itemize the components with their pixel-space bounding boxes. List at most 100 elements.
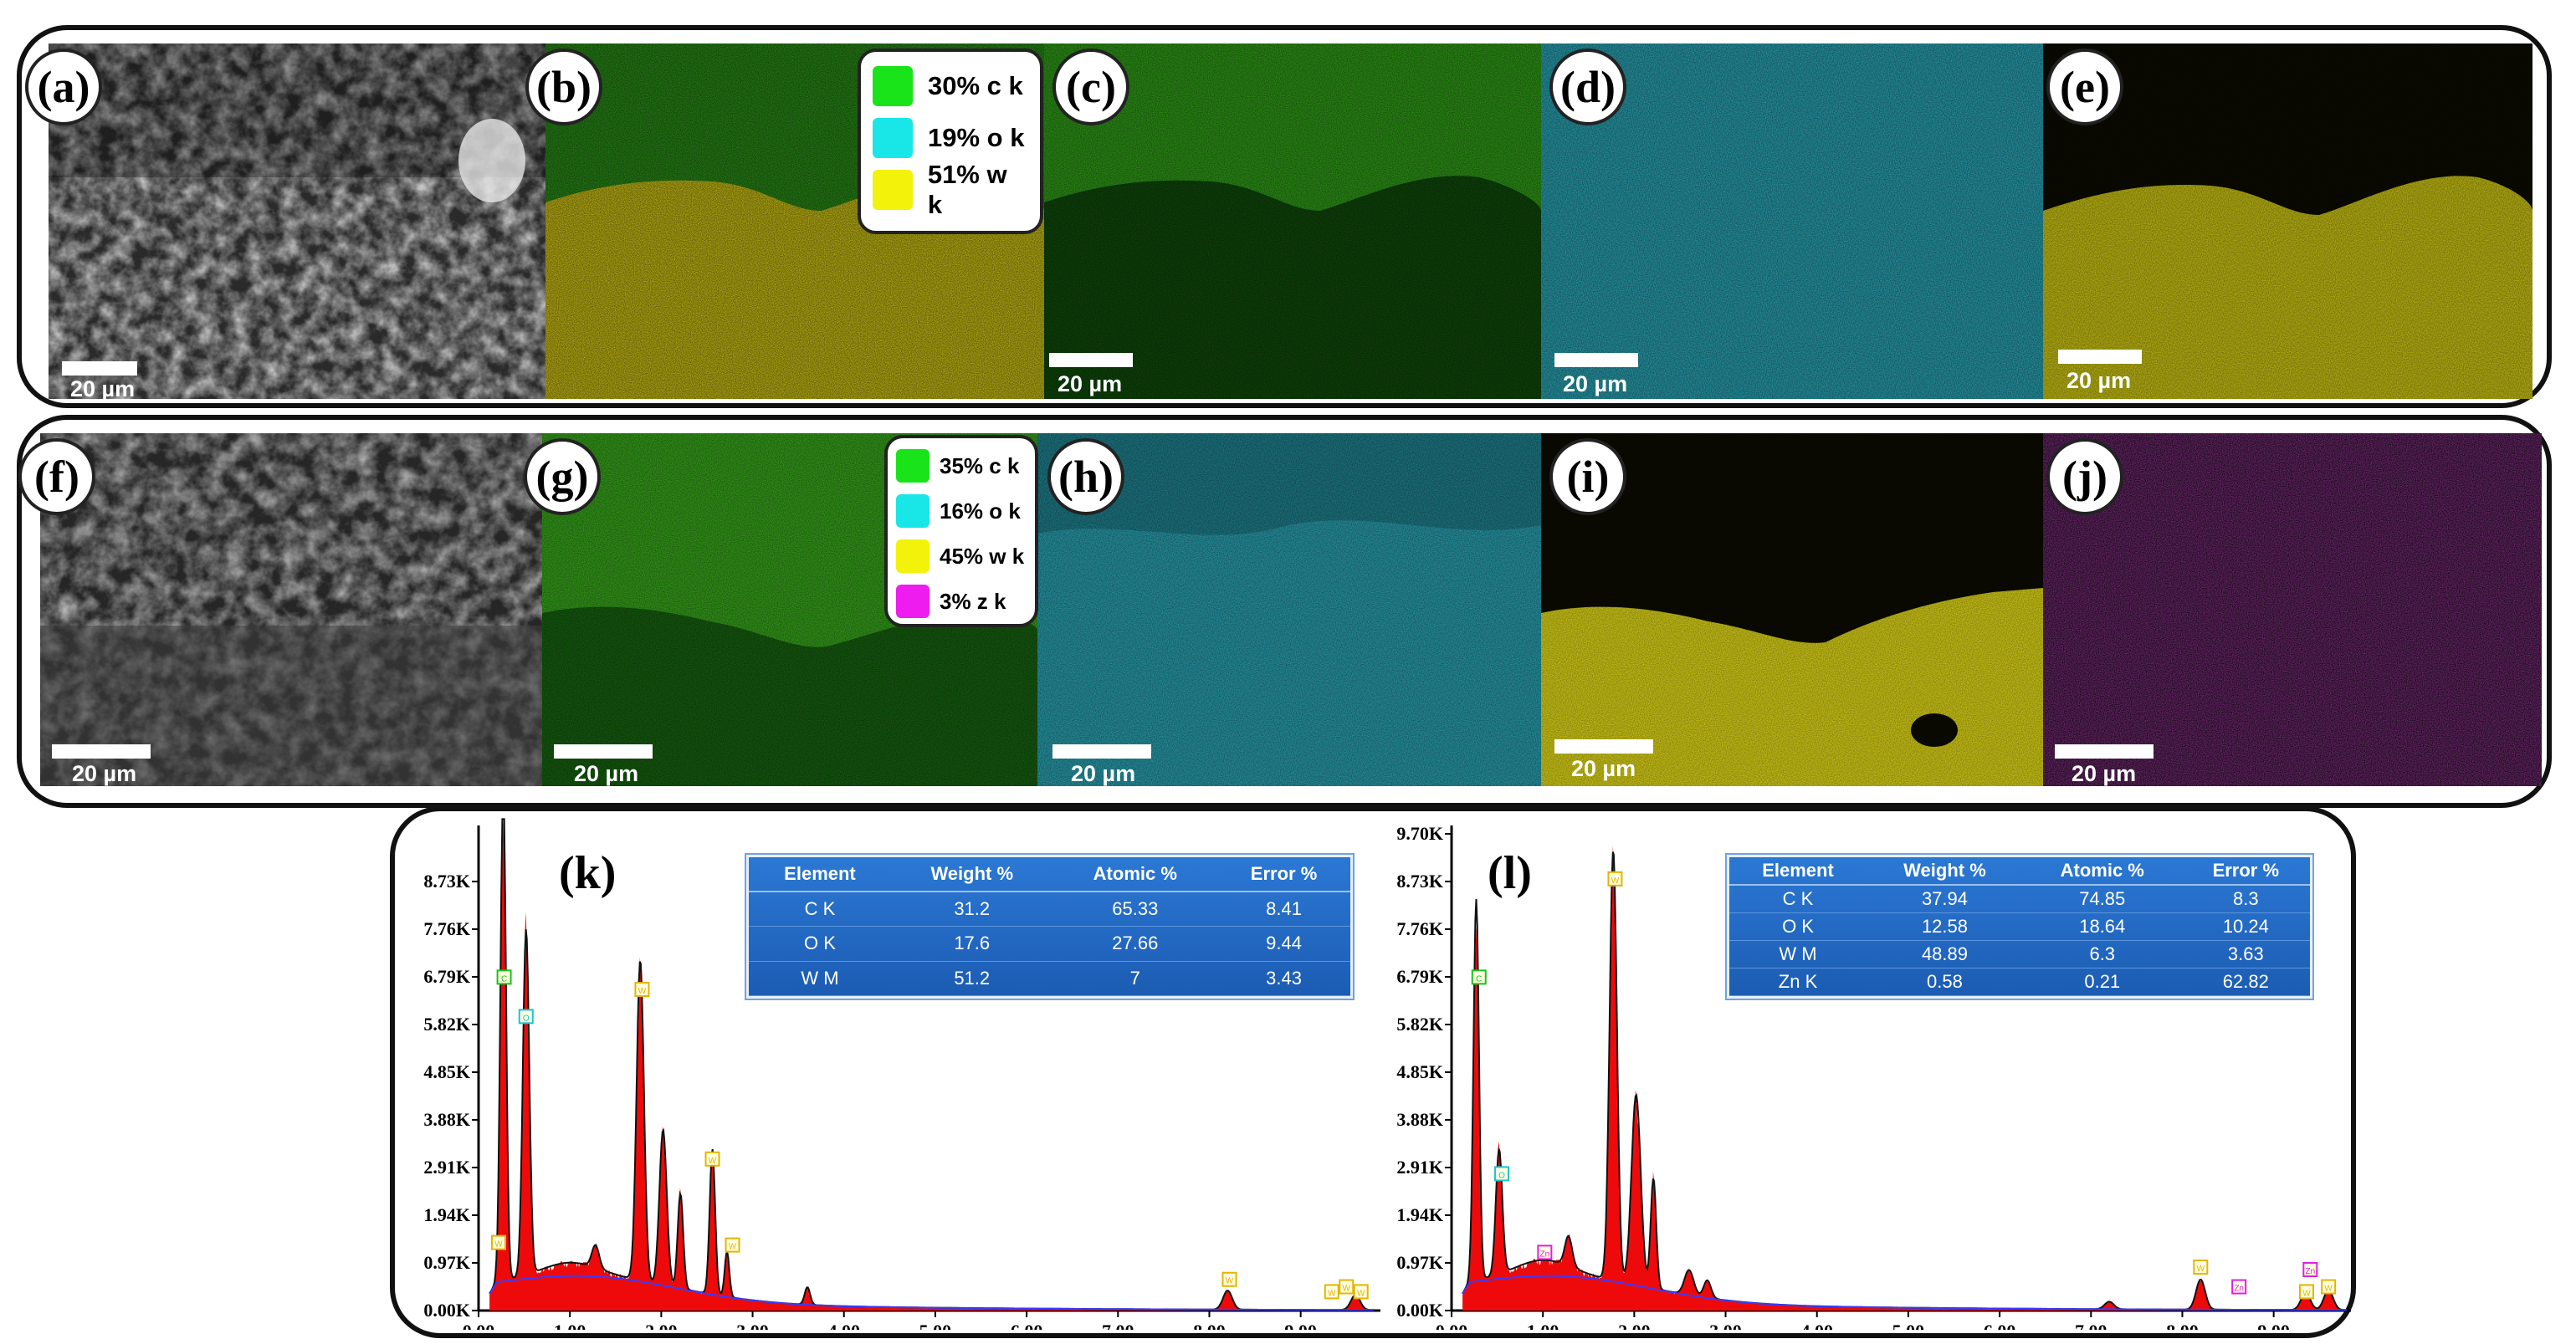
table-cell: W M: [749, 961, 891, 997]
map-texture-d: [1541, 43, 2043, 399]
table-cell: 3.43: [1217, 961, 1350, 997]
panel-label-j: (j): [2046, 438, 2123, 515]
y-tick-label: 7.76K: [423, 918, 470, 939]
peak-marker: O: [518, 1009, 534, 1025]
panel-label-i: (i): [1549, 438, 1626, 515]
table-header: Element: [1729, 857, 1867, 887]
panel-label-b: (b): [525, 49, 602, 125]
legend-text: 19% o k: [928, 123, 1025, 152]
table-cell: 48.89: [1867, 940, 2023, 968]
peak-marker: W: [1353, 1284, 1369, 1300]
panel-label-d: (d): [1549, 49, 1626, 125]
peak-marker: W: [2321, 1279, 2337, 1295]
map-texture-c: [1044, 43, 1541, 399]
map-texture-e: [2043, 43, 2532, 399]
legend-text: 30% c k: [928, 71, 1023, 100]
table-cell: O K: [1729, 912, 1867, 941]
scale-bar-a: [62, 361, 137, 376]
swatch-z: [896, 585, 930, 618]
scale-label-f: 20 µm: [72, 761, 137, 786]
x-tick-label: 2.00: [1618, 1321, 1651, 1330]
scale-bar-i: [1554, 739, 1653, 754]
panel-label-e: (e): [2046, 49, 2123, 125]
x-tick-label: 8.00: [1193, 1321, 1226, 1330]
table-cell: 6.3: [2022, 940, 2182, 968]
eds-spectrum-l: 0.00K 0.97K 1.94K 2.91K 3.88K 4.85K 5.82K 6.79K…: [1396, 823, 2351, 1330]
x-tick-label: 2.00: [645, 1321, 678, 1330]
legend-text: 3% z k: [940, 588, 1006, 614]
table-cell: 17.6: [890, 926, 1053, 962]
x-tick-label: 4.00: [1800, 1321, 1833, 1330]
sem-image-a: 20 µm: [49, 43, 545, 399]
eds-map-d: 20 µm: [1541, 43, 2043, 399]
legend-text: 16% o k: [940, 498, 1021, 524]
x-tick-label: 9.00: [2257, 1321, 2290, 1330]
panel-label-a: (a): [25, 49, 102, 125]
spectrum-fill: [1462, 846, 2347, 1311]
x-tick-label: 6.00: [1984, 1321, 2016, 1330]
table-cell: 18.64: [2022, 912, 2182, 941]
eds-map-h: 20 µm: [1037, 433, 1541, 786]
peak-marker-label: W: [638, 987, 647, 996]
peak-marker-label: W: [494, 1240, 503, 1249]
sem-image-f: 20 µm: [40, 433, 542, 786]
table-row: W M 51.2 7 3.43: [749, 961, 1350, 997]
background-fit: [489, 1275, 1374, 1311]
table-cell: C K: [749, 892, 891, 928]
scale-label-d: 20 µm: [1563, 371, 1628, 396]
scale-bar-d: [1554, 353, 1638, 367]
peak-marker-label: W: [729, 1243, 737, 1252]
peak-marker-label: Zn: [2305, 1267, 2315, 1276]
scale-label-h: 20 µm: [1071, 761, 1136, 786]
x-tick-label: 8.00: [2166, 1321, 2199, 1330]
scale-label-g: 20 µm: [574, 761, 639, 786]
y-tick-label: 2.91K: [423, 1157, 470, 1178]
legend-top: 30% c k 19% o k 51% w k: [858, 49, 1043, 234]
table-row: O K 17.6 27.66 9.44: [749, 926, 1350, 962]
peak-marker-label: W: [2324, 1285, 2333, 1294]
eds-map-e: 20 µm: [2043, 43, 2532, 399]
table-header: Atomic %: [1052, 857, 1218, 893]
x-tick-label: 9.00: [1284, 1321, 1317, 1330]
swatch-o: [896, 494, 930, 528]
scale-bar-g: [554, 744, 653, 759]
scale-bar-h: [1052, 744, 1151, 759]
table-cell: 3.63: [2181, 940, 2310, 968]
table-cell: 8.3: [2181, 885, 2310, 913]
chart-label-l: (l): [1488, 847, 1532, 899]
legend-text: 45% w k: [940, 543, 1025, 569]
peak-marker: W: [704, 1151, 720, 1167]
y-tick-label: 3.88K: [1396, 1109, 1443, 1130]
swatch-c: [873, 66, 913, 106]
peak-marker-label: Zn: [2234, 1285, 2244, 1294]
table-header: Weight %: [890, 857, 1053, 893]
y-tick-label: 8.73K: [423, 871, 470, 892]
peak-marker-label: C: [1476, 974, 1482, 984]
legend-row-z: 3% z k: [896, 579, 1027, 624]
peak-marker-label: W: [1357, 1289, 1365, 1298]
table-cell: Zn K: [1729, 968, 1867, 997]
x-tick-label: 1.00: [1527, 1321, 1559, 1330]
table-cell: 31.2: [890, 892, 1053, 928]
scale-label-e: 20 µm: [2066, 368, 2132, 393]
peak-marker: Zn: [1537, 1244, 1553, 1260]
table-header: Atomic %: [2022, 857, 2182, 887]
peak-marker-label: W: [1226, 1277, 1234, 1286]
table-row: O K 12.58 18.64 10.24: [1729, 912, 2310, 941]
legend-text: 35% c k: [940, 452, 1020, 478]
swatch-c: [896, 449, 930, 483]
sem-texture-a: [49, 43, 545, 399]
legend-row-w: 45% w k: [896, 534, 1027, 579]
peak-marker-label: Zn: [1540, 1249, 1550, 1259]
table-cell: 51.2: [890, 961, 1053, 997]
x-tick-label: 0.00: [463, 1321, 495, 1330]
peak-marker: W: [2193, 1260, 2209, 1275]
eds-map-j: 20 µm: [2043, 433, 2542, 786]
y-tick-label: 9.70K: [1396, 823, 1443, 844]
peak-marker: O: [1494, 1166, 1510, 1182]
sem-texture-f: [40, 433, 542, 786]
peak-marker: W: [1339, 1279, 1355, 1295]
peak-marker: W: [725, 1237, 740, 1253]
table-cell: 74.85: [2022, 885, 2182, 913]
composition-table-l: Element Weight % Atomic % Error % C K 37…: [1727, 855, 2312, 999]
